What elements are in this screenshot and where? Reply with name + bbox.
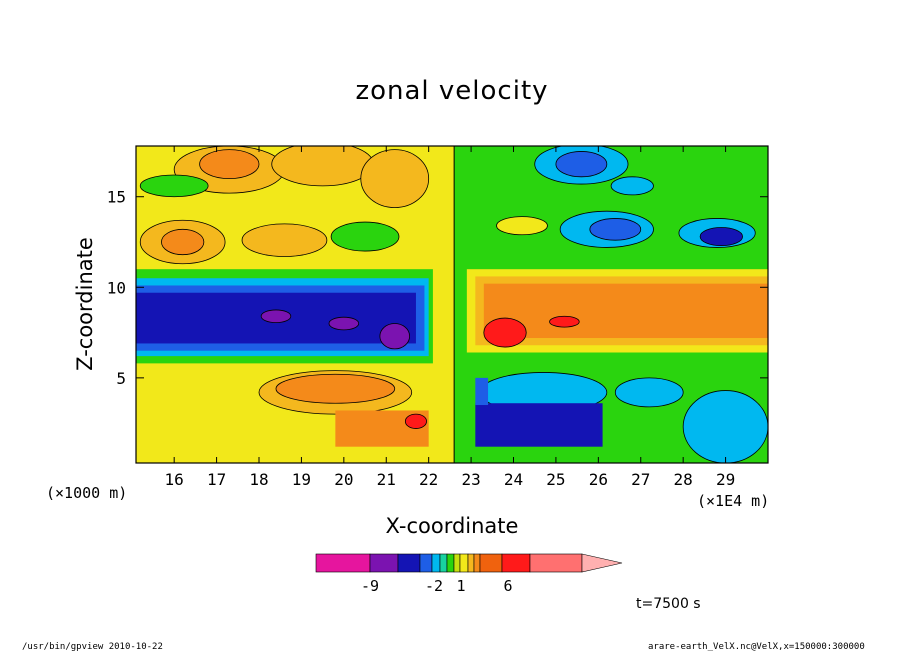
x-axis-ticks: 16 17 18 19 20 21 22 23 24 25 26 27 28 29	[165, 146, 735, 489]
x-tick-label: 17	[207, 470, 226, 489]
x-tick-label: 16	[165, 470, 184, 489]
contour-lower-right-5	[614, 377, 684, 408]
y-tick-label: 15	[107, 188, 126, 207]
colorbar-bin	[453, 553, 461, 573]
colorbar-bin	[467, 553, 475, 573]
colorbar-bin	[501, 553, 531, 573]
colorbar-labels: -9 -2 1 6	[361, 577, 513, 595]
x-tick-label: 19	[292, 470, 311, 489]
colorbar-label: -2	[425, 577, 443, 595]
x-tick-label: 24	[504, 470, 523, 489]
contour-upper-left-2	[161, 228, 205, 256]
x-tick-label: 27	[631, 470, 650, 489]
contour-upper-left-6	[271, 146, 374, 187]
contour-upper-right-2	[555, 151, 608, 178]
x-tick-label: 23	[461, 470, 480, 489]
colorbar-bin	[419, 553, 433, 573]
colorbar-bin	[439, 553, 448, 573]
colorbar-bin	[479, 553, 503, 573]
contour-upper-right-4	[589, 218, 642, 241]
x-tick-label: 18	[249, 470, 268, 489]
contour-upper-left-8	[139, 174, 209, 198]
contour-upper-left-3	[241, 223, 328, 257]
jet-right-band-3	[483, 283, 768, 339]
colorbar-overflow-arrow	[581, 553, 623, 573]
colorbar-bin	[446, 553, 455, 573]
y-axis-label: Z-coordinate	[73, 237, 97, 371]
contour-lower-left-4	[404, 413, 427, 429]
contour-upper-right-8	[610, 176, 654, 196]
jet-left-core-3	[379, 323, 410, 350]
colorbar-label: -9	[361, 577, 379, 595]
y-tick-label: 10	[107, 278, 126, 297]
x-tick-label: 22	[419, 470, 438, 489]
colorbar-label: 6	[503, 577, 512, 595]
contour-upper-left-5	[199, 149, 260, 180]
contour-upper-left-9	[330, 221, 400, 252]
colorbar	[315, 553, 623, 573]
contour-upper-right-7	[496, 216, 548, 236]
colorbar-bin	[315, 553, 371, 573]
x-axis-label: X-coordinate	[385, 514, 519, 538]
x-tick-label: 21	[377, 470, 396, 489]
contour-lower-left-2	[275, 373, 396, 404]
footer-left: /usr/bin/gpview 2010-10-22	[22, 642, 163, 652]
x-tick-label: 29	[716, 470, 735, 489]
colorbar-bin	[369, 553, 399, 573]
colorbar-bin	[473, 553, 481, 573]
jet-right-core-1	[483, 317, 527, 348]
footer-right: arare-earth_VelX.nc@VelX,x=150000:300000	[648, 642, 865, 652]
colorbar-bin	[397, 553, 421, 573]
x-tick-label: 25	[546, 470, 565, 489]
x-unit-left: (×1000 m)	[46, 484, 128, 502]
x-tick-label: 26	[589, 470, 608, 489]
chart-title: zonal velocity	[355, 76, 549, 106]
contour-lower-right-2	[475, 403, 603, 447]
colorbar-label: 1	[456, 577, 465, 595]
colorbar-bin	[431, 553, 441, 573]
jet-right-core-2	[549, 315, 580, 328]
x-tick-label: 28	[674, 470, 693, 489]
plot-frame	[135, 145, 769, 464]
velocity-field	[136, 146, 768, 463]
contour-upper-left-7	[360, 149, 430, 208]
contour-lower-right-3	[475, 377, 489, 406]
jet-left-core-2	[328, 316, 360, 331]
colorbar-bin	[459, 553, 469, 573]
y-tick-label: 5	[116, 369, 126, 388]
x-tick-label: 20	[334, 470, 353, 489]
contour-upper-right-6	[699, 227, 743, 247]
colorbar-bin	[529, 553, 583, 573]
time-annotation: t=7500 s	[636, 596, 701, 612]
x-unit-right: (×1E4 m)	[697, 492, 770, 510]
contour-lower-right-4	[682, 390, 768, 463]
y-axis-ticks: 5 10 15	[107, 188, 768, 388]
jet-left-core-1	[260, 309, 292, 324]
